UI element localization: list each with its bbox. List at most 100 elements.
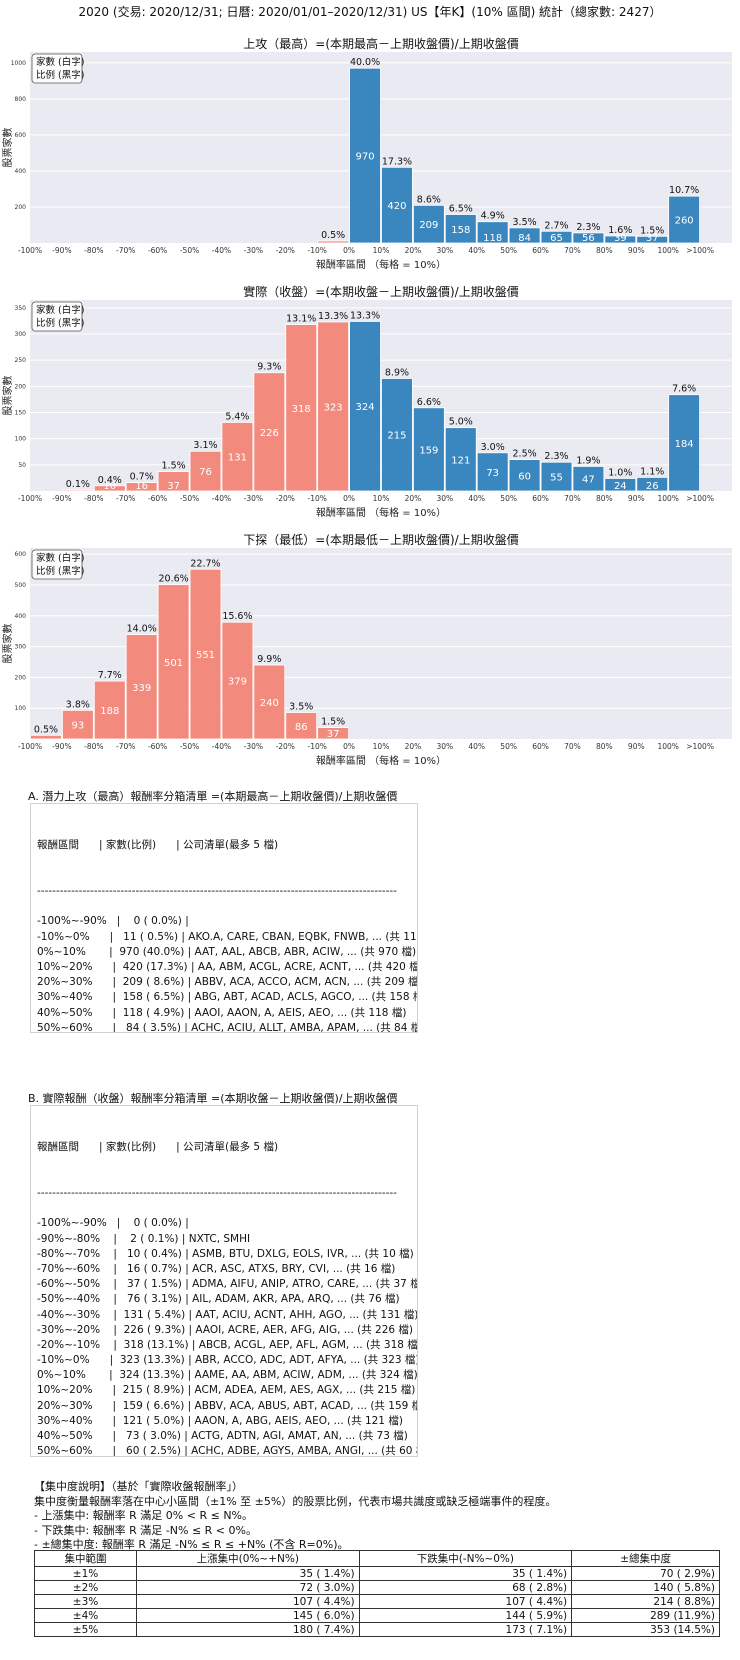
x-axis-label: 報酬率區間 （每格 = 10%） (316, 754, 446, 767)
list-item: -40%~-30% | 131 ( 5.4%) | AAT, ACIU, ACN… (37, 1308, 418, 1321)
bar (604, 478, 637, 492)
bar-percent-label: 1.1% (640, 466, 664, 477)
bar (476, 452, 509, 492)
list-item: -100%~-90% | 0 ( 0.0%) | (37, 915, 189, 928)
bar-count-label: 318 (292, 404, 311, 415)
x-tick-label: 0% (343, 742, 355, 751)
table-cell: ±4% (34, 1608, 137, 1623)
list-item: 50%~60% | 60 ( 2.5%) | ACHC, ADBE, AGYS,… (37, 1445, 418, 1457)
bar-percent-label: 3.0% (481, 442, 505, 453)
bar-count-label: 226 (260, 428, 279, 439)
bar (381, 378, 413, 492)
x-tick-label: 60% (532, 742, 549, 751)
table-header-row: 集中範圍 上漲集中(0%~+N%) 下跌集中(-N%~0%) ±總集中度 (34, 1550, 720, 1567)
bar-count-label: 131 (228, 453, 247, 464)
x-tick-label: 0% (343, 494, 355, 503)
bar (381, 166, 413, 244)
note-line: 集中度衡量報酬率落在中心小區間（±1% 至 ±5%）的股票比例，代表市場共識度或… (34, 1494, 557, 1508)
table-cell: 68 ( 2.8%) (358, 1580, 573, 1595)
bar (317, 727, 349, 740)
x-tick-label: 100% (657, 742, 678, 751)
list-item: 20%~30% | 159 ( 6.6%) | ABBV, ACA, ABUS,… (37, 1399, 418, 1412)
bar-percent-label: 9.9% (257, 654, 281, 665)
x-tick-label: -20% (276, 494, 295, 503)
bar (221, 422, 254, 492)
bar (540, 230, 573, 244)
y-tick-label: 300 (15, 644, 27, 651)
x-tick-label: -40% (212, 246, 231, 255)
bar (221, 621, 254, 740)
x-axis-label: 報酬率區間 （每格 = 10%） (316, 258, 446, 271)
bar-count-label: 158 (451, 225, 470, 236)
x-tick-label: 60% (532, 494, 549, 503)
x-tick-label: 30% (436, 742, 453, 751)
y-tick-label: 600 (15, 132, 27, 139)
bar-percent-label: 13.3% (318, 311, 348, 322)
bar-percent-label: 17.3% (382, 156, 412, 167)
table-cell: 107 ( 4.4%) (358, 1594, 573, 1609)
plot-area (30, 300, 732, 491)
y-tick-label: 100 (15, 436, 27, 443)
x-tick-label: -30% (244, 494, 263, 503)
bar-percent-label: 1.5% (321, 717, 345, 728)
bar-count-label: 215 (387, 431, 406, 442)
bar-percent-label: 4.9% (481, 211, 505, 222)
bar (636, 476, 669, 492)
table-row: ±1% 35 ( 1.4%) 35 ( 1.4%) 70 ( 2.9%) (34, 1566, 720, 1581)
bar-count-label: 56 (582, 233, 595, 244)
x-tick-label: -80% (84, 494, 103, 503)
table-cell: 140 ( 5.8%) (571, 1580, 720, 1595)
list-item: 0%~10% | 324 (13.3%) | AAME, AA, ABM, AC… (37, 1369, 418, 1382)
y-tick-label: 150 (15, 410, 27, 417)
bar-count-label: 73 (486, 468, 499, 479)
y-tick-label: 400 (15, 613, 27, 620)
bar-percent-label: 2.3% (576, 222, 600, 233)
page-title: 2020 (交易: 2020/12/31; 日曆: 2020/01/01–202… (78, 5, 662, 19)
legend-box (31, 549, 83, 580)
x-tick-label: -40% (212, 494, 231, 503)
chart-downside-low: 下探（最低）=(本期最低－上期收盤價)/上期收盤價 100 200 300 400 500… (1, 533, 732, 767)
x-tick-label: 40% (468, 246, 485, 255)
bar (668, 394, 700, 492)
table-cell: 214 ( 8.8%) (571, 1594, 720, 1609)
x-tick-label: -10% (307, 494, 326, 503)
list-item: -60%~-50% | 37 ( 1.5%) | ADMA, AIFU, ANI… (37, 1278, 418, 1291)
x-tick-label: 20% (405, 742, 422, 751)
table-cell: 353 (14.5%) (571, 1622, 720, 1637)
x-tick-label: >100% (686, 246, 714, 255)
list-item: 40%~50% | 73 ( 3.0%) | ACTG, ADTN, AGI, … (37, 1430, 408, 1443)
bar-percent-label: 8.6% (417, 194, 441, 205)
x-tick-label: 70% (564, 246, 581, 255)
x-tick-label: 50% (500, 742, 517, 751)
legend-label: 比例 (黑字) (36, 69, 84, 81)
bar-count-label: 121 (451, 455, 470, 466)
bar-percent-label: 7.6% (672, 384, 696, 395)
list-divider: ----------------------------------------… (37, 1187, 397, 1199)
note-line: - ±總集中度: 報酬率 R 滿足 -N% ≤ R ≤ +N% (不含 R=0%… (34, 1538, 349, 1551)
section-a-list: 報酬區間 | 家數(比例) | 公司清單(最多 5 檔) -----------… (30, 803, 418, 1033)
y-tick-label: 350 (15, 305, 27, 312)
bar-count-label: 184 (675, 439, 694, 450)
list-item: -70%~-60% | 16 ( 0.7%) | ACR, ASC, ATXS,… (37, 1262, 396, 1275)
x-tick-label: -90% (52, 246, 71, 255)
bar-count-label: 37 (646, 233, 659, 244)
bar (476, 221, 509, 244)
bar-count-label: 47 (582, 475, 595, 486)
bar (668, 195, 700, 244)
bar (253, 372, 286, 492)
x-tick-label: -60% (148, 494, 167, 503)
x-tick-label: -20% (276, 742, 295, 751)
y-axis-label: 股票家數 (1, 128, 14, 168)
x-tick-label: 10% (373, 742, 390, 751)
bar-count-label: 339 (132, 683, 151, 694)
x-tick-label: -20% (276, 246, 295, 255)
bar-count-label: 37 (167, 481, 180, 492)
y-tick-label: 100 (15, 705, 27, 712)
bar (636, 235, 669, 244)
chart-title: 下探（最低）=(本期最低－上期收盤價)/上期收盤價 (243, 533, 518, 547)
x-tick-label: 60% (532, 246, 549, 255)
bar-percent-label: 3.5% (289, 702, 313, 713)
bar (508, 227, 541, 244)
bar-percent-label: 2.3% (544, 451, 568, 462)
bar-count-label: 93 (71, 721, 84, 732)
